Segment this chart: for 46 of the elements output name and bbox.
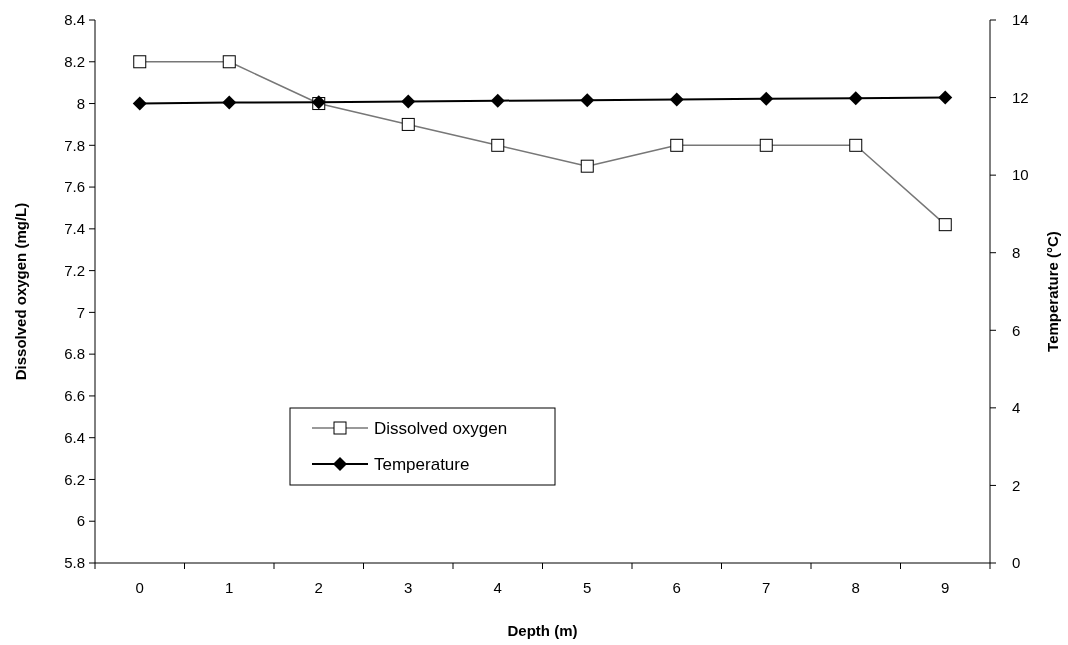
y-tick-label: 7.8	[64, 136, 85, 154]
x-tick-label: 4	[493, 579, 502, 596]
point	[670, 138, 684, 152]
point	[580, 159, 594, 173]
x-tick-label: 5	[583, 579, 592, 596]
y-tick-label: 6.4	[64, 428, 85, 446]
x-tick-label: 7	[762, 579, 771, 596]
x-tick-label: 3	[404, 579, 413, 596]
y2-tick-label: 14	[1012, 11, 1029, 29]
y2-tick-label: 2	[1012, 476, 1021, 494]
y-tick-label: 7	[76, 303, 85, 321]
x-tick-label: 1	[225, 579, 234, 596]
x-tick-label: 8	[851, 579, 860, 596]
x-tick-label: 6	[672, 579, 681, 596]
y-tick-label: 6.2	[64, 470, 85, 488]
y2-tick-label: 0	[1012, 554, 1021, 572]
y-tick-label: 7.4	[64, 220, 85, 238]
y-tick-label: 8.4	[64, 11, 85, 29]
y-tick-label: 7.6	[64, 178, 85, 196]
y-axis-title: Dissolved oxygen (mg/L)	[12, 202, 29, 381]
point	[759, 138, 773, 152]
y2-tick-label: 12	[1012, 88, 1029, 106]
point	[133, 55, 147, 69]
point	[491, 138, 505, 152]
y-tick-label: 8	[76, 94, 85, 112]
y2-tick-label: 4	[1012, 399, 1021, 417]
x-tick-label: 9	[941, 579, 950, 596]
y2-tick-label: 10	[1012, 166, 1029, 184]
y-tick-label: 5.8	[64, 554, 85, 572]
legend-label: Dissolved oxygen	[374, 418, 508, 438]
y-tick-label: 6	[76, 512, 85, 530]
x-axis-title: Depth (m)	[507, 622, 578, 639]
x-tick-label: 0	[135, 579, 144, 596]
point	[938, 218, 952, 232]
x-tick-label: 2	[314, 579, 323, 596]
y2-tick-label: 6	[1012, 321, 1021, 339]
point	[222, 55, 236, 69]
point	[849, 138, 863, 152]
y-tick-label: 6.6	[64, 387, 85, 405]
y2-tick-label: 8	[1012, 243, 1021, 261]
point	[401, 117, 415, 131]
y-tick-label: 7.2	[64, 261, 85, 279]
y2-axis-title: Temperature (°C)	[1044, 231, 1061, 352]
legend-label: Temperature	[374, 454, 470, 474]
y-tick-label: 6.8	[64, 345, 85, 363]
y-tick-label: 8.2	[64, 53, 85, 71]
